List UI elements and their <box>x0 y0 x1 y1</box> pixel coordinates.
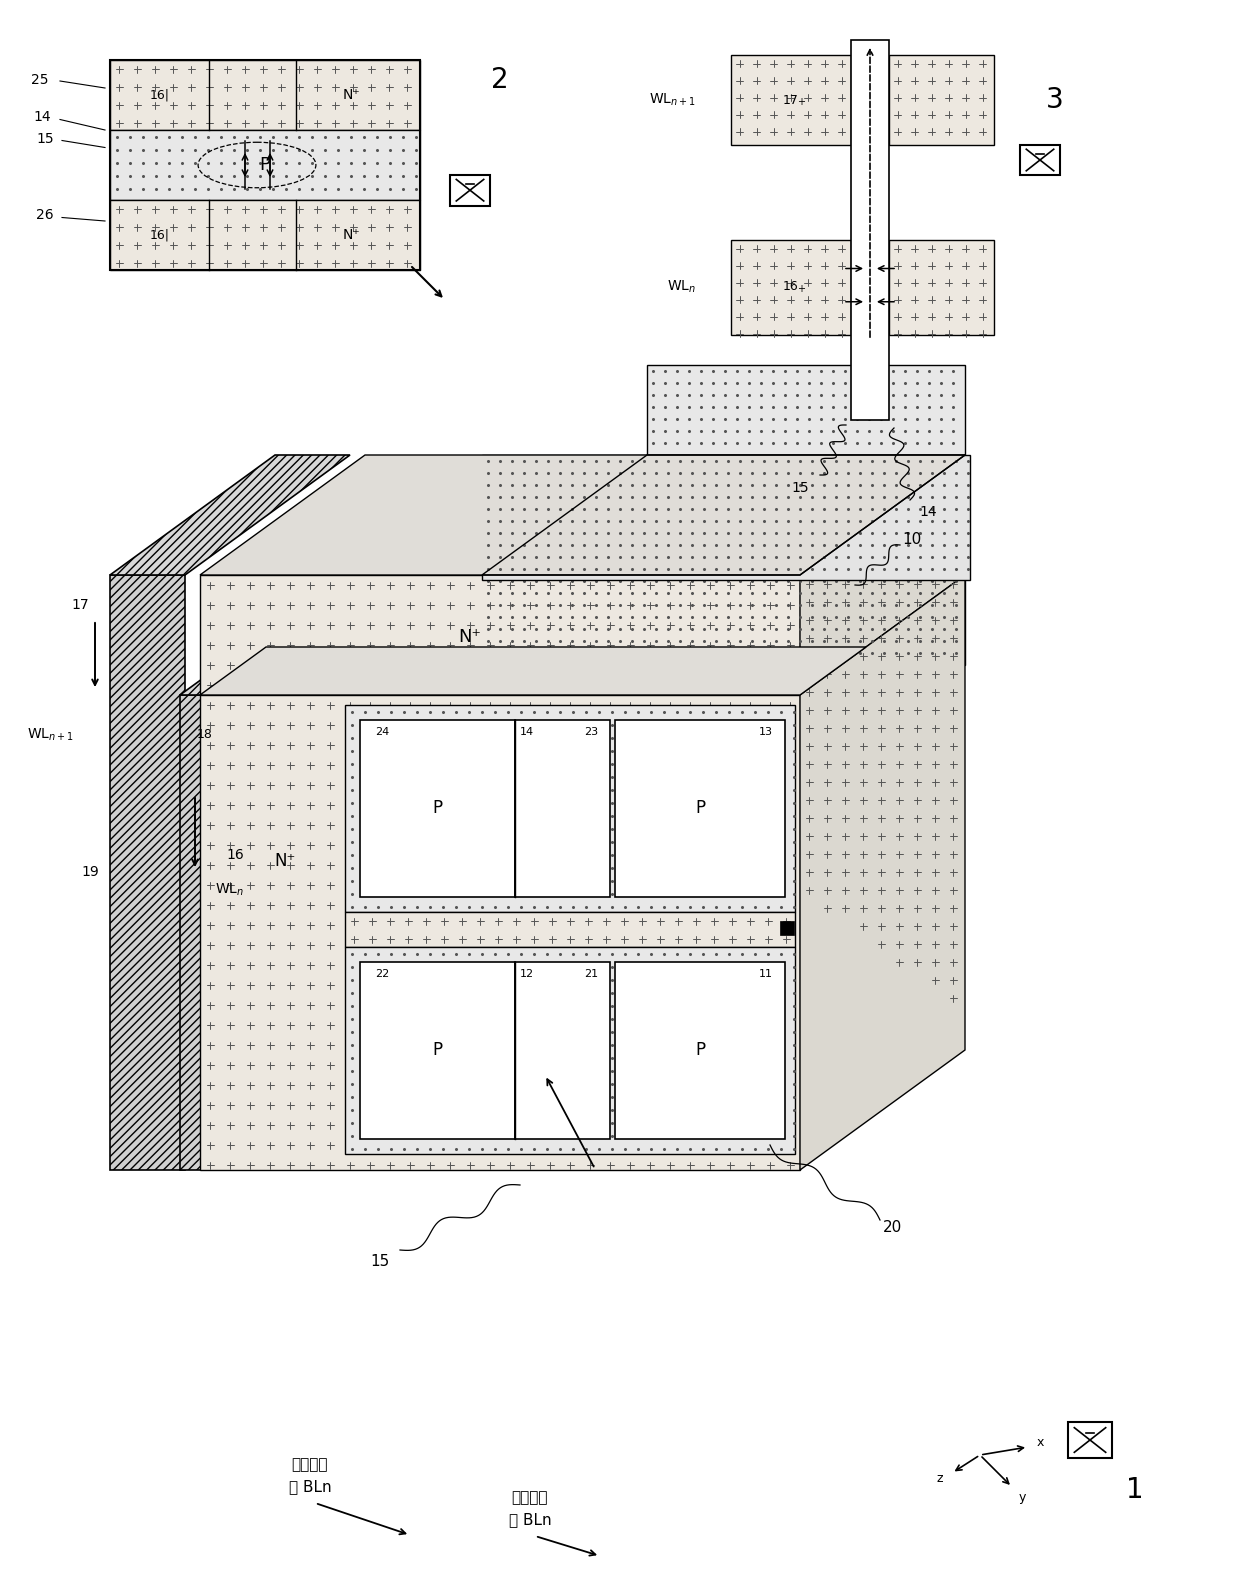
Text: 14: 14 <box>33 111 51 124</box>
Bar <box>200 695 800 1170</box>
Text: 15: 15 <box>371 1254 389 1270</box>
Text: 14: 14 <box>520 727 534 736</box>
Polygon shape <box>800 574 965 1170</box>
Text: 16: 16 <box>784 281 799 294</box>
Bar <box>360 962 515 1139</box>
Text: N⁺: N⁺ <box>274 852 295 870</box>
Text: 22: 22 <box>374 970 389 979</box>
Text: 17: 17 <box>784 94 799 106</box>
Text: 23: 23 <box>584 727 598 736</box>
Polygon shape <box>180 695 241 1170</box>
Text: 15: 15 <box>36 132 53 146</box>
Text: 16: 16 <box>226 847 244 862</box>
Polygon shape <box>180 624 339 695</box>
Text: N⁺: N⁺ <box>343 87 361 102</box>
Text: 的 BLn: 的 BLn <box>289 1479 331 1495</box>
Bar <box>615 720 785 897</box>
Text: 1: 1 <box>1126 1476 1143 1504</box>
Bar <box>851 40 889 421</box>
Bar <box>345 705 795 913</box>
Bar <box>732 240 851 335</box>
Text: 12: 12 <box>520 970 534 979</box>
Bar <box>110 130 420 200</box>
Text: 18: 18 <box>197 728 213 741</box>
Polygon shape <box>110 455 350 574</box>
Text: 17: 17 <box>71 598 89 613</box>
Text: 19: 19 <box>81 865 99 879</box>
Text: 14: 14 <box>919 505 936 519</box>
Polygon shape <box>200 647 866 695</box>
Bar <box>482 574 965 665</box>
Text: 16|: 16| <box>150 89 170 102</box>
Text: WL$_n$: WL$_n$ <box>215 882 244 898</box>
Polygon shape <box>800 455 965 665</box>
Bar <box>889 56 994 144</box>
Text: P: P <box>432 1041 443 1059</box>
Bar <box>110 200 420 270</box>
Bar <box>780 920 794 935</box>
Bar <box>889 240 994 335</box>
Text: 10: 10 <box>903 533 921 548</box>
Text: 13: 13 <box>759 727 773 736</box>
Text: y: y <box>1018 1490 1025 1503</box>
Bar <box>345 947 795 1154</box>
Polygon shape <box>110 574 185 1170</box>
Bar <box>515 720 610 897</box>
Text: P: P <box>432 798 443 817</box>
Bar <box>110 60 420 130</box>
Text: x: x <box>1037 1436 1044 1449</box>
Bar <box>615 962 785 1139</box>
Text: 2: 2 <box>491 67 508 94</box>
Text: 21: 21 <box>584 970 598 979</box>
Text: N⁺: N⁺ <box>343 229 361 241</box>
Text: WL$_{n+1}$: WL$_{n+1}$ <box>649 92 696 108</box>
Bar <box>110 60 420 270</box>
Bar <box>1068 1422 1112 1457</box>
Text: z: z <box>936 1473 944 1485</box>
Text: 的 BLn: 的 BLn <box>508 1512 552 1528</box>
Text: 15: 15 <box>791 481 808 495</box>
Bar <box>1021 144 1060 176</box>
Text: 11: 11 <box>759 970 773 979</box>
Text: 20: 20 <box>883 1220 903 1236</box>
Text: +: + <box>797 284 805 294</box>
Bar <box>200 574 800 695</box>
Text: +: + <box>797 97 805 106</box>
Text: 16|: 16| <box>150 229 170 241</box>
Bar <box>345 913 795 947</box>
Polygon shape <box>200 455 965 574</box>
Bar <box>732 56 851 144</box>
Text: N⁺: N⁺ <box>459 628 481 646</box>
Text: 24: 24 <box>374 727 389 736</box>
Text: P: P <box>694 1041 706 1059</box>
Bar <box>482 455 970 579</box>
Text: 25: 25 <box>31 73 48 87</box>
Bar <box>360 720 515 897</box>
Text: 第一层中: 第一层中 <box>291 1457 329 1473</box>
Text: 26: 26 <box>36 208 53 222</box>
Text: P: P <box>694 798 706 817</box>
Text: WL$_{n+1}$: WL$_{n+1}$ <box>26 727 73 743</box>
Polygon shape <box>800 455 965 695</box>
Bar <box>647 365 965 455</box>
Text: 第二层中: 第二层中 <box>512 1490 548 1506</box>
Text: WL$_n$: WL$_n$ <box>667 279 696 295</box>
Text: P: P <box>259 156 270 175</box>
Text: 3: 3 <box>1047 86 1064 114</box>
Bar <box>450 175 490 206</box>
Bar <box>515 962 610 1139</box>
